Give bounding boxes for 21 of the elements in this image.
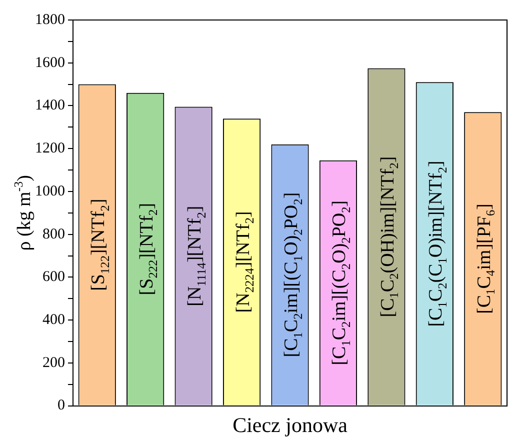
y-tick-label: 1000 [35,183,65,200]
y-tick-label: 1800 [35,12,65,28]
y-tick-label: 800 [42,226,65,242]
x-tick-label: [S122][NTf2] [88,198,112,291]
y-tick-label: 200 [42,354,65,371]
y-tick-label: 600 [42,269,65,286]
y-tick-label: 400 [42,312,65,328]
x-tick-label: [S222][NTf2] [136,202,160,296]
x-tick-label: [N2224][NTf2] [232,211,257,313]
x-tick-label: [N1114][NTf2] [184,206,208,306]
x-tick-label: [C1C4im][PF6] [474,204,498,314]
y-axis-title: ρ (kg m-3) [11,175,35,251]
y-tick-label: 1400 [35,98,65,114]
y-tick-label: 1600 [35,54,65,71]
category-label: [C1C2im][(C1O)2PO2] [281,192,305,358]
category-label: [C1C2im][(C2O)2PO2] [329,200,353,366]
y-tick-label: 1200 [35,140,65,157]
x-tick-label: [C1C2(OH)im][NTf2] [377,156,402,318]
category-label: [C1C2(C1O)im][NTf2] [426,160,450,327]
x-axis-title: Ciecz jonowa [232,412,348,437]
y-tick-label: 0 [58,398,65,414]
